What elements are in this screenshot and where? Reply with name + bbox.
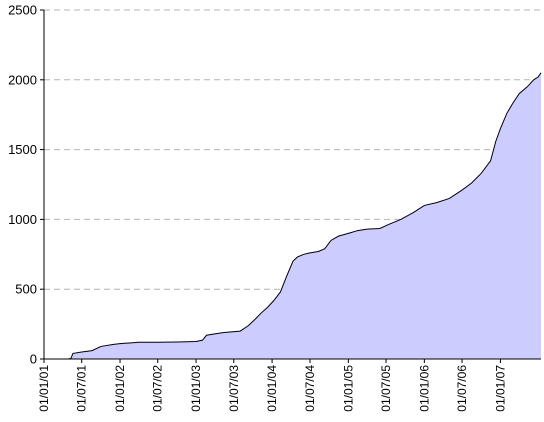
y-tick-label: 2000 <box>8 72 37 87</box>
x-tick-labels: 01/01/01 01/07/01 01/01/02 01/07/02 01/01/03… <box>37 365 507 412</box>
x-tick-label: 01/07/05 <box>379 365 393 412</box>
x-tick-label: 01/07/03 <box>227 365 241 412</box>
y-tick-label: 1500 <box>8 142 37 157</box>
x-tick-label: 01/01/04 <box>265 365 279 412</box>
x-tick-label: 01/01/03 <box>189 365 203 412</box>
series-line <box>44 72 542 360</box>
x-tick-label: 01/07/04 <box>303 365 317 412</box>
x-tick-label: 01/01/06 <box>417 365 431 412</box>
x-tick-label: 01/01/07 <box>493 365 507 412</box>
area-layer <box>44 72 542 360</box>
axis-layer <box>40 9 541 363</box>
x-tick-label: 01/01/02 <box>113 365 127 412</box>
x-tick-label: 01/01/05 <box>341 365 355 412</box>
y-tick-label: 0 <box>30 352 37 367</box>
x-tick-label: 01/01/01 <box>37 365 51 412</box>
y-tick-labels: 0 500 1000 1500 2000 2500 <box>8 3 37 367</box>
area-fill <box>44 72 541 359</box>
x-tick-label: 01/07/06 <box>455 365 469 412</box>
y-tick-label: 1000 <box>8 212 37 227</box>
y-tick-label: 2500 <box>8 3 37 18</box>
x-tick-label: 01/07/02 <box>151 365 165 412</box>
x-tick-label: 01/07/01 <box>75 365 89 412</box>
y-tick-label: 500 <box>15 282 37 297</box>
